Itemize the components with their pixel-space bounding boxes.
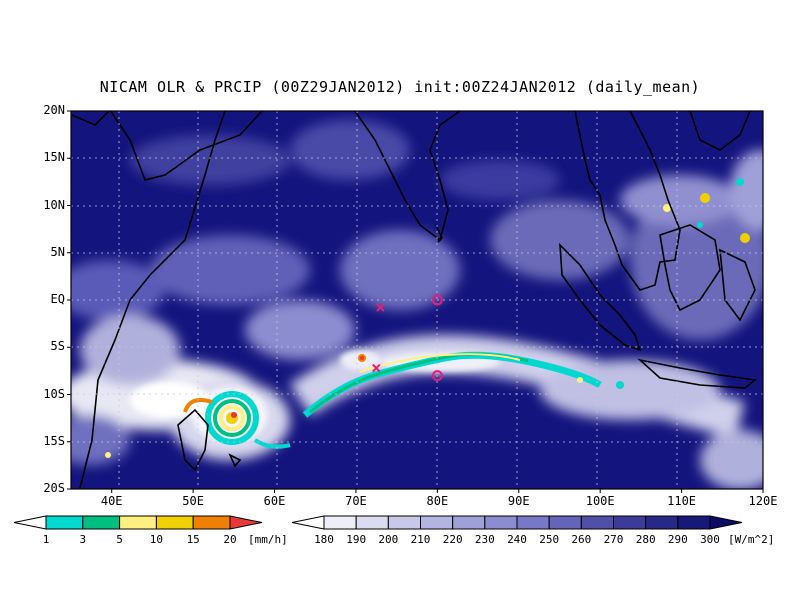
colorbar-tick-label: 200 [378,533,399,546]
lon-tick-label: 50E [182,494,204,508]
precip-field [105,178,750,458]
colorbar-tick-label: 270 [603,533,624,546]
colorbar-tick-label: 5 [116,533,123,546]
colorbar-tick-label: 190 [346,533,367,546]
colorbar-unit: [mm/h] [248,533,288,546]
colorbar-tick-label: 180 [314,533,334,546]
colorbar-swatch [192,515,231,530]
lat-tick-label: 20N [43,103,65,117]
lat-tick-label: EQ [50,292,65,306]
colorbar-tick-label: 20 [223,533,237,546]
lon-tick-label: 70E [345,494,367,508]
graticule [71,111,763,489]
lat-tick-label: 5S [50,339,65,354]
colorbar-swatch [548,515,582,530]
colorbar-swatch [155,515,194,530]
colorbar-swatch [420,515,454,530]
colorbar-tick-label: 1 [42,533,50,546]
colorbar-tick-label: 230 [474,533,495,546]
colorbar-swatch [45,515,84,530]
lon-tick-label: 80E [426,494,449,508]
colorbar-tick-label: 240 [507,533,527,546]
circle-marker [431,294,443,306]
lon-tick-label: 40E [100,494,123,508]
precip-colorbar [13,515,263,530]
colorbar-swatch [613,515,647,530]
colorbar-tick-label: 250 [539,533,560,546]
lat-tick-label: 10N [43,197,65,212]
colorbar-swatch [355,515,389,530]
lat-tick-label: 15N [43,150,65,165]
colorbar-unit: [W/m^2] [728,533,775,546]
colorbar-low-arrow [13,515,47,530]
colorbar-tick-label: 210 [410,533,431,546]
lon-tick-label: 120E [748,494,778,508]
colorbar-swatch [387,515,422,530]
colorbar-low-arrow [291,515,325,530]
colorbar-high-arrow [229,515,263,530]
colorbar-tick-label: 260 [571,533,592,546]
colorbar-swatch [516,515,550,530]
colorbar-swatch [677,515,711,530]
colorbar-tick-label: 220 [442,533,463,546]
x-marker [376,303,385,312]
colorbar-swatch [484,515,518,530]
colorbar-tick-label: 10 [149,533,164,546]
colorbar-swatch [452,515,486,530]
colorbar-high-arrow [709,515,743,530]
circle-marker [431,370,443,382]
lat-tick-label: 20S [43,481,65,495]
lat-tick-label: 10S [43,386,65,401]
lat-tick-label: 15S [43,433,65,448]
colorbar-tick-label: 300 [700,533,720,546]
colorbar-tick-label: 15 [186,533,200,546]
colorbar-swatch [119,515,157,530]
colorbar-tick-label: 280 [635,533,656,546]
lon-tick-label: 100E [585,494,615,508]
olr-colorbar [291,515,743,530]
lon-tick-label: 60E [263,494,286,508]
lon-tick-label: 90E [507,494,530,508]
marker-layer [372,294,443,382]
colorbar-tick-label: 3 [79,533,87,546]
colorbar-tick-label: 290 [667,533,688,546]
lat-tick-label: 5N [50,244,65,259]
x-marker [372,363,381,373]
colorbar-swatch [580,515,614,530]
colorbar-swatch [323,515,357,530]
chart-title: NICAM OLR & PRCIP (00Z29JAN2012) init:00… [99,78,701,96]
colorbar-swatch [645,515,679,530]
lon-tick-label: 110E [667,494,697,508]
colorbar-swatch [82,515,121,530]
